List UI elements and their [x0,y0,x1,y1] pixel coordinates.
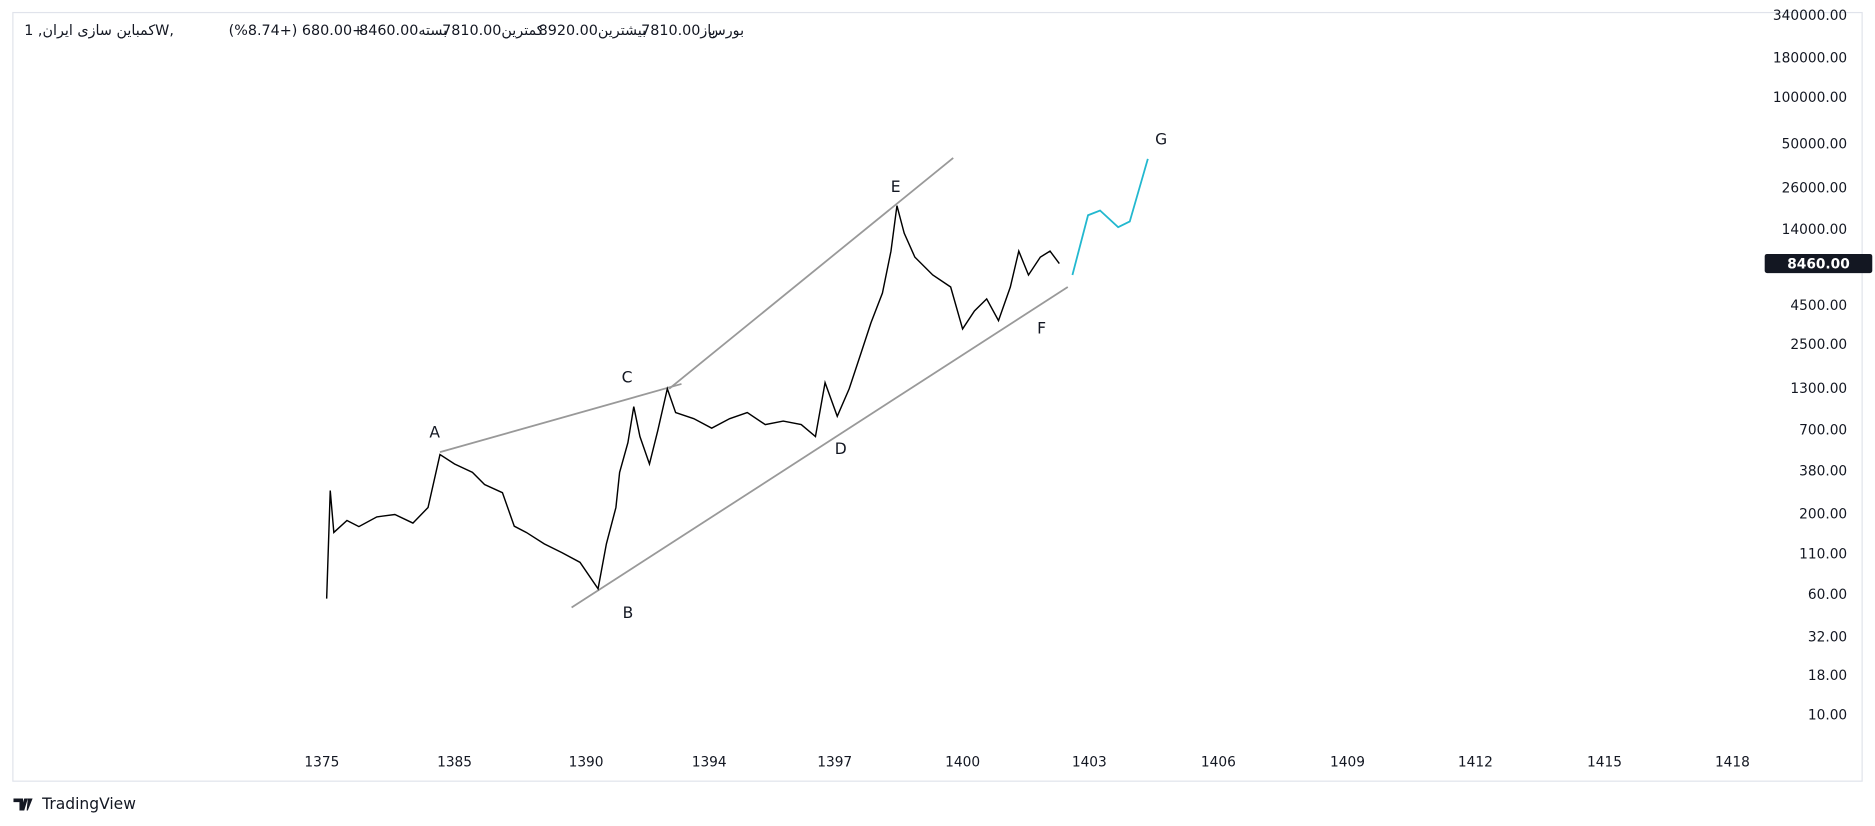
y-tick-label: 100000.00 [1773,90,1847,106]
y-tick-label: 2500.00 [1790,337,1847,353]
last-price-box [1764,253,1873,274]
y-tick-label: 26000.00 [1782,180,1848,196]
trendline [571,286,1069,609]
trendline [668,157,954,390]
wave-label: G [1155,130,1167,148]
y-tick-label: 60.00 [1808,587,1847,603]
last-price-label: 8460.00 [1787,257,1850,273]
x-tick-label: 1385 [437,755,472,771]
open-value: 7810.00 [641,23,700,39]
wave-label: C [622,368,633,386]
y-tick-label: 200.00 [1799,507,1847,523]
x-tick-label: 1390 [569,755,604,771]
y-tick-label: 14000.00 [1782,222,1848,238]
y-tick-label: 180000.00 [1773,51,1847,67]
high-value: 8920.00 [539,23,598,39]
y-tick-label: 380.00 [1799,463,1847,479]
x-tick-label: 1394 [692,755,727,771]
x-tick-label: 1406 [1201,755,1236,771]
x-tick-label: 1400 [945,755,980,771]
x-tick-label: 1397 [817,755,852,771]
pane-border [12,11,1863,782]
low-label: کمترین [501,23,543,39]
x-tick-label: 1409 [1330,755,1365,771]
y-tick-label: 1300.00 [1790,381,1847,397]
x-tick-label: 1418 [1715,755,1750,771]
y-tick-label: 4500.00 [1790,298,1847,314]
y-tick-label: 110.00 [1799,547,1847,563]
y-tick-label: 700.00 [1799,423,1847,439]
y-tick-label: 10.00 [1808,707,1847,723]
wave-label: A [429,424,440,442]
trendline [1071,158,1149,276]
symbol-info: کمباین سازی ایران, 1W, بورس باز7810.00 ب… [24,23,744,39]
x-tick-label: 1412 [1458,755,1493,771]
logo: TradingView [13,795,136,813]
y-tick-label: 340000.00 [1773,8,1847,24]
change: +680.00 (+8.74%) [229,23,364,39]
high-label: بیشترین [598,23,646,39]
brand: TradingView [41,795,136,813]
low-value: 7810.00 [442,23,501,39]
wave-label: B [623,604,634,622]
wave-label: F [1037,319,1046,337]
y-tick-label: 32.00 [1808,629,1847,645]
x-tick-label: 1415 [1587,755,1622,771]
wave-label: E [891,178,901,196]
y-tick-label: 50000.00 [1782,136,1848,152]
trendline [439,383,682,454]
wave-label: D [835,440,847,458]
x-tick-label: 1403 [1072,755,1107,771]
x-tick-label: 1375 [304,755,339,771]
y-tick-label: 18.00 [1808,668,1847,684]
price-line [325,205,1060,599]
close-value: 8460.00 [359,23,418,39]
